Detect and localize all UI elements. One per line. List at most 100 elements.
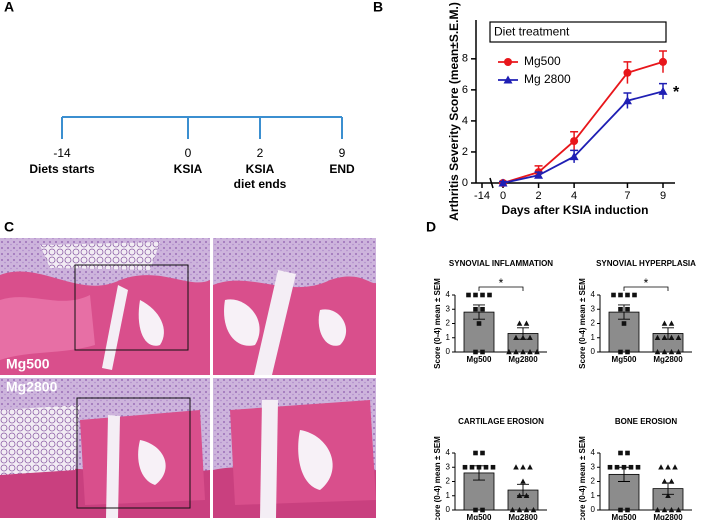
data-point (513, 349, 519, 355)
data-point (480, 450, 485, 456)
data-point (527, 334, 533, 340)
y-tick-label: 0 (446, 347, 451, 356)
y-tick-label: 0 (591, 505, 596, 514)
data-point (628, 464, 634, 470)
x-tick-label: 0 (500, 190, 506, 202)
legend-label: Mg 2800 (524, 72, 571, 86)
chart-title: Diet treatment (494, 25, 570, 39)
marker (569, 152, 579, 161)
x-tick-label: Mg2800 (508, 513, 538, 520)
data-point (516, 507, 523, 513)
data-point (665, 464, 671, 470)
significance-bracket (623, 286, 669, 291)
y-tick-label: 2 (462, 146, 468, 158)
data-point (661, 349, 668, 355)
data-point (480, 507, 485, 513)
timeline-label: END (329, 162, 355, 176)
y-tick-label: 2 (446, 319, 451, 328)
marker (498, 178, 508, 187)
data-point (661, 334, 668, 340)
data-point (625, 507, 630, 513)
y-tick-label: 1 (446, 333, 451, 342)
chart-title: SYNOVIAL HYPERPLASIA (596, 259, 696, 268)
data-point (618, 306, 623, 312)
histology-image (213, 378, 376, 518)
data-point (658, 464, 664, 470)
title-box (489, 21, 667, 43)
y-tick-label: 4 (591, 290, 596, 299)
y-tick-label: 2 (446, 477, 451, 486)
data-point (469, 464, 475, 470)
chart-title: BONE EROSION (615, 417, 677, 426)
legend-label: Mg500 (524, 54, 561, 68)
data-point (520, 464, 526, 470)
y-tick-label: 1 (591, 491, 596, 500)
data-point (621, 321, 627, 326)
data-point (534, 349, 540, 355)
data-point (523, 507, 530, 513)
data-point (473, 292, 478, 298)
bar (608, 473, 640, 511)
data-point (632, 292, 637, 298)
x-tick-label: Mg500 (612, 355, 637, 364)
data-point (523, 320, 530, 326)
data-point (480, 349, 485, 355)
data-point (668, 507, 675, 513)
y-tick-label: 3 (591, 462, 596, 471)
data-point (668, 478, 675, 484)
x-tick-label: Mg500 (467, 513, 492, 520)
timeline-day: 0 (185, 146, 192, 160)
x-tick-label: Mg2800 (653, 355, 683, 364)
chart-title: CARTILAGE EROSION (458, 417, 544, 426)
panel-label: B (373, 0, 383, 15)
annotation: * (499, 276, 504, 290)
x-tick-label: Mg2800 (508, 355, 538, 364)
data-point (635, 464, 641, 470)
timeline-label: KSIA (174, 162, 203, 176)
x-tick-label: Mg500 (612, 513, 637, 520)
histology-image (0, 378, 210, 518)
data-point (618, 450, 623, 456)
data-point (516, 492, 523, 498)
data-point (625, 306, 630, 312)
data-point (668, 320, 675, 326)
data-point (480, 306, 485, 312)
image-label: Mg2800 (6, 379, 58, 395)
data-point (625, 450, 630, 456)
data-point (523, 492, 530, 498)
legend-marker (503, 75, 513, 84)
y-tick-label: 4 (591, 448, 596, 457)
y-tick-label: 0 (446, 505, 451, 514)
y-tick-label: 0 (462, 177, 468, 189)
y-tick-label: 4 (446, 290, 451, 299)
data-point (480, 292, 485, 298)
panel-label: A (4, 0, 14, 15)
y-tick-label: 2 (591, 319, 596, 328)
y-tick-label: 3 (446, 462, 451, 471)
data-point (513, 464, 519, 470)
histology-image (0, 238, 210, 375)
timeline-label: KSIA (246, 162, 275, 176)
y-axis-label: Score (0-4) mean ± SEM (433, 436, 442, 520)
data-point (483, 464, 489, 470)
data-point (625, 349, 630, 355)
data-point (473, 306, 478, 312)
data-point (466, 292, 471, 298)
y-tick-label: 2 (591, 477, 596, 486)
data-point (675, 349, 682, 355)
y-tick-label: 6 (462, 84, 468, 96)
data-point (611, 292, 616, 298)
error-bar (618, 304, 630, 320)
data-point (614, 464, 620, 470)
data-point (506, 349, 512, 355)
axis-break (489, 177, 494, 189)
data-point (621, 464, 627, 470)
x-axis-label: Days after KSIA induction (502, 203, 649, 217)
data-point (675, 507, 682, 513)
x-tick-label: -14 (474, 190, 490, 202)
timeline-label: Diets starts (29, 162, 95, 176)
x-tick-label: 4 (571, 190, 577, 202)
annotation: * (644, 276, 649, 290)
data-point (487, 292, 492, 298)
